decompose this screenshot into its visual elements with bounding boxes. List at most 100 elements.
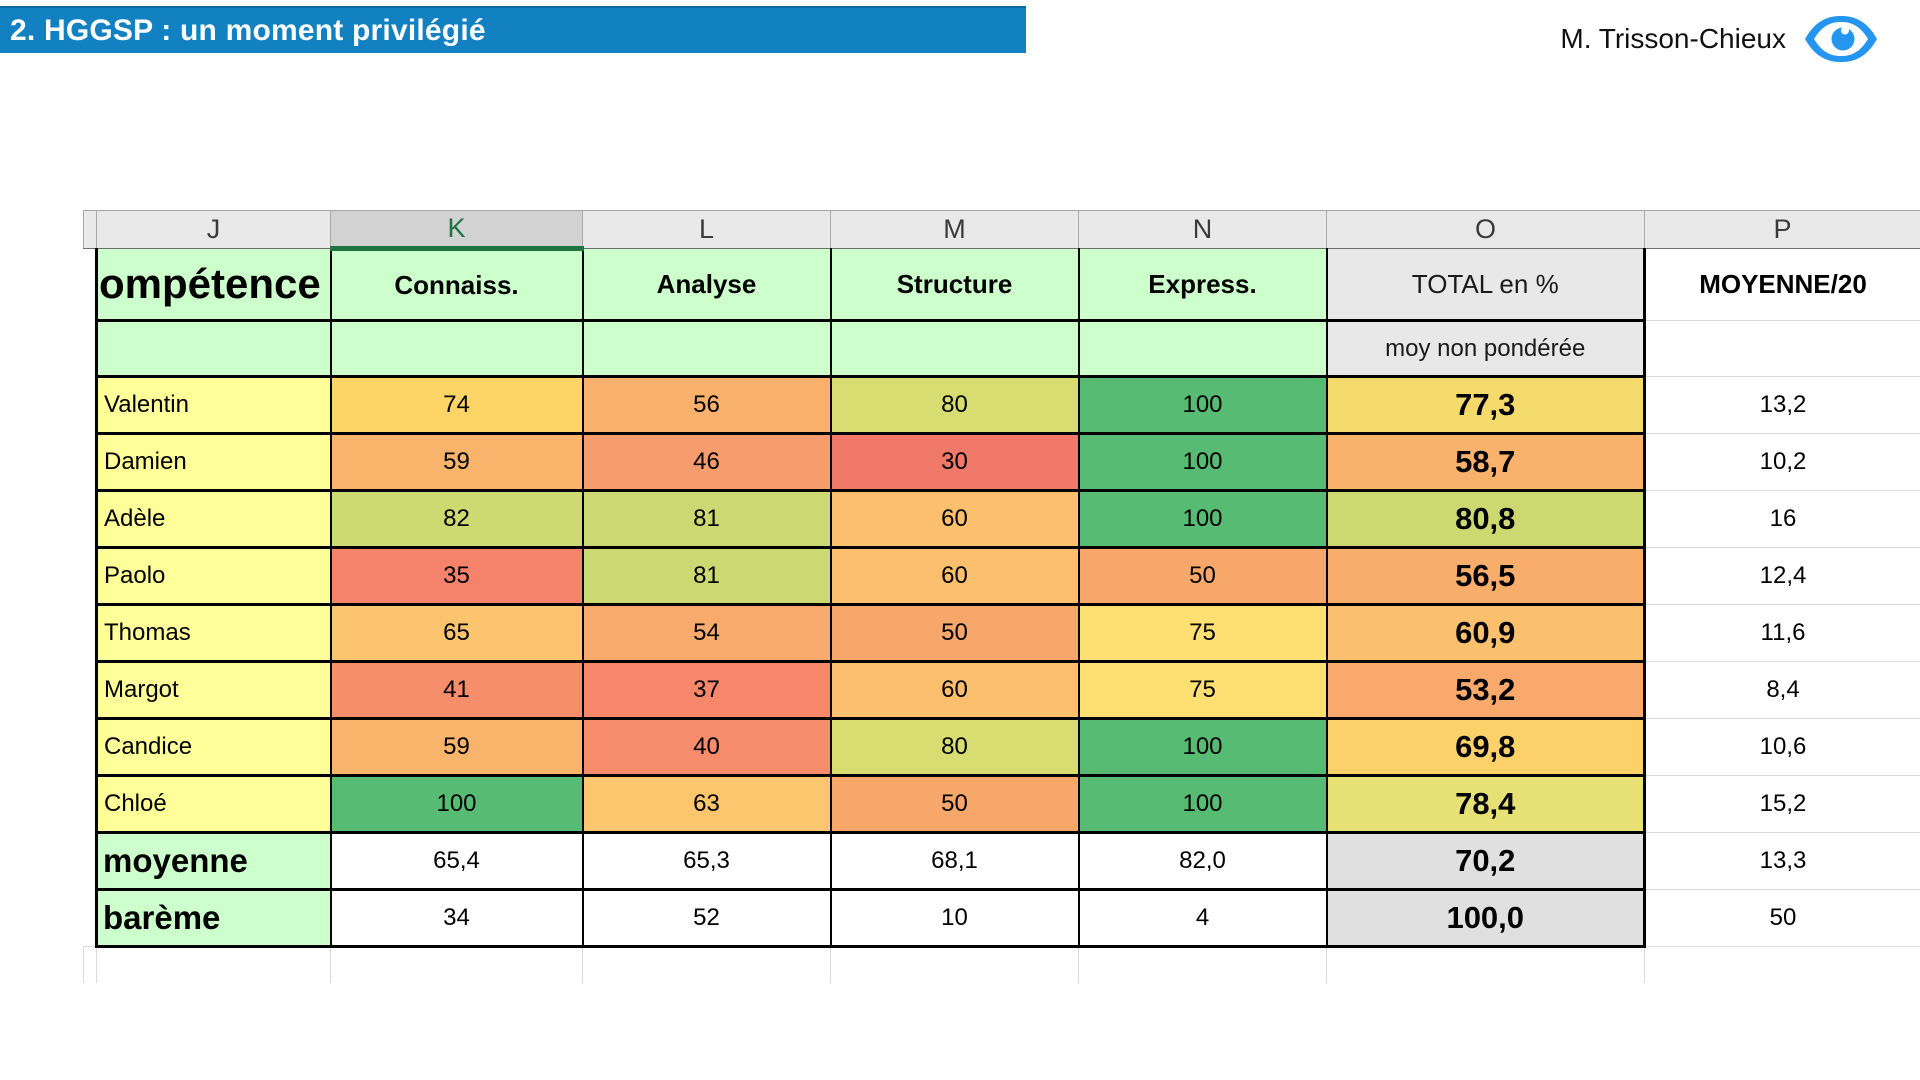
empty-grid-cell	[582, 946, 831, 983]
score-cell[interactable]: 100	[1077, 489, 1328, 549]
student-name-cell[interactable]: Damien	[95, 432, 332, 492]
score-cell[interactable]: 59	[329, 717, 584, 777]
sliver-cell	[83, 547, 97, 605]
score-cell[interactable]: 100	[1077, 375, 1328, 435]
summary-average-cell[interactable]: 50	[1644, 889, 1920, 947]
student-name-cell[interactable]: Candice	[95, 717, 332, 777]
slide-title: 2. HGGSP : un moment privilégié	[10, 13, 486, 47]
average-header-cell[interactable]: MOYENNE/20	[1644, 248, 1920, 321]
score-cell[interactable]: 60	[829, 660, 1080, 720]
total-cell[interactable]: 78,4	[1325, 774, 1646, 834]
score-cell[interactable]: 46	[581, 432, 832, 492]
score-cell[interactable]: 50	[829, 603, 1080, 663]
empty-green-cell[interactable]	[95, 319, 332, 378]
column-letter-cell-o[interactable]: O	[1326, 210, 1645, 249]
total-header-cell[interactable]: TOTAL en %	[1325, 248, 1646, 322]
empty-green-cell[interactable]	[581, 319, 832, 378]
score-cell[interactable]: 50	[1077, 546, 1328, 606]
score-cell[interactable]: 100	[329, 774, 584, 834]
summary-score-cell[interactable]: 68,1	[829, 831, 1080, 891]
score-cell[interactable]: 35	[329, 546, 584, 606]
score-cell[interactable]: 80	[829, 375, 1080, 435]
total-cell[interactable]: 80,8	[1325, 489, 1646, 549]
skill-header-cell[interactable]: Express.	[1077, 248, 1328, 322]
average-cell[interactable]: 15,2	[1644, 775, 1920, 833]
score-cell[interactable]: 81	[581, 546, 832, 606]
empty-green-cell[interactable]	[1077, 319, 1328, 378]
column-letter-cell-j[interactable]: J	[96, 210, 331, 249]
score-cell[interactable]: 81	[581, 489, 832, 549]
summary-score-cell[interactable]: 82,0	[1077, 831, 1328, 891]
total-cell[interactable]: 56,5	[1325, 546, 1646, 606]
summary-score-cell[interactable]: 10	[829, 888, 1080, 948]
score-cell[interactable]: 82	[329, 489, 584, 549]
student-name-cell[interactable]: Adèle	[95, 489, 332, 549]
column-letter-cell-n[interactable]: N	[1078, 210, 1327, 249]
total-cell[interactable]: 53,2	[1325, 660, 1646, 720]
student-name-cell[interactable]: Paolo	[95, 546, 332, 606]
summary-label-cell[interactable]: barème	[95, 888, 332, 948]
sliver-cell	[83, 376, 97, 434]
summary-total-cell[interactable]: 100,0	[1325, 888, 1646, 948]
summary-score-cell[interactable]: 34	[329, 888, 584, 948]
total-cell[interactable]: 69,8	[1325, 717, 1646, 777]
score-cell[interactable]: 54	[581, 603, 832, 663]
author-block: M. Trisson-Chieux	[1560, 12, 1880, 66]
column-letter-cell-l[interactable]: L	[582, 210, 831, 249]
column-letter-cell-k[interactable]: K	[330, 210, 583, 251]
score-cell[interactable]: 56	[581, 375, 832, 435]
total-cell[interactable]: 60,9	[1325, 603, 1646, 663]
skill-header-cell[interactable]: Analyse	[581, 248, 832, 322]
total-subheader-cell[interactable]: moy non pondérée	[1325, 319, 1646, 378]
competences-header-cell[interactable]: ompétence	[95, 248, 332, 322]
total-cell[interactable]: 58,7	[1325, 432, 1646, 492]
score-cell[interactable]: 75	[1077, 660, 1328, 720]
score-cell[interactable]: 30	[829, 432, 1080, 492]
score-cell[interactable]: 65	[329, 603, 584, 663]
average-cell[interactable]: 16	[1644, 490, 1920, 548]
score-cell[interactable]: 74	[329, 375, 584, 435]
score-cell[interactable]: 100	[1077, 774, 1328, 834]
score-cell[interactable]: 100	[1077, 717, 1328, 777]
summary-score-cell[interactable]: 65,3	[581, 831, 832, 891]
student-row: Valentin 74 56 80 100 77,3 13,2	[83, 375, 1920, 435]
student-name-cell[interactable]: Thomas	[95, 603, 332, 663]
score-cell[interactable]: 63	[581, 774, 832, 834]
empty-green-cell[interactable]	[829, 319, 1080, 378]
average-cell[interactable]: 10,2	[1644, 433, 1920, 491]
empty-average-cell[interactable]	[1644, 320, 1920, 377]
summary-score-cell[interactable]: 65,4	[329, 831, 584, 891]
score-cell[interactable]: 37	[581, 660, 832, 720]
student-row: Paolo 35 81 60 50 56,5 12,4	[83, 546, 1920, 606]
total-cell[interactable]: 77,3	[1325, 375, 1646, 435]
summary-score-cell[interactable]: 4	[1077, 888, 1328, 948]
average-cell[interactable]: 10,6	[1644, 718, 1920, 776]
score-cell[interactable]: 75	[1077, 603, 1328, 663]
average-cell[interactable]: 8,4	[1644, 661, 1920, 719]
score-cell[interactable]: 100	[1077, 432, 1328, 492]
score-cell[interactable]: 59	[329, 432, 584, 492]
score-cell[interactable]: 50	[829, 774, 1080, 834]
average-cell[interactable]: 12,4	[1644, 547, 1920, 605]
score-cell[interactable]: 41	[329, 660, 584, 720]
sliver-cell	[83, 889, 97, 947]
average-cell[interactable]: 11,6	[1644, 604, 1920, 662]
summary-total-cell[interactable]: 70,2	[1325, 831, 1646, 891]
summary-average-cell[interactable]: 13,3	[1644, 832, 1920, 890]
empty-green-cell[interactable]	[329, 319, 584, 378]
score-cell[interactable]: 60	[829, 489, 1080, 549]
summary-label-cell[interactable]: moyenne	[95, 831, 332, 891]
score-cell[interactable]: 40	[581, 717, 832, 777]
column-letter-cell-m[interactable]: M	[830, 210, 1079, 249]
student-name-cell[interactable]: Margot	[95, 660, 332, 720]
score-cell[interactable]: 80	[829, 717, 1080, 777]
skill-header-cell[interactable]: Connaiss.	[329, 248, 584, 322]
student-name-cell[interactable]: Chloé	[95, 774, 332, 834]
average-cell[interactable]: 13,2	[1644, 376, 1920, 434]
summary-score-cell[interactable]: 52	[581, 888, 832, 948]
student-name-cell[interactable]: Valentin	[95, 375, 332, 435]
column-letter-cell-p[interactable]: P	[1644, 210, 1920, 249]
skill-header-cell[interactable]: Structure	[829, 248, 1080, 322]
sliver-cell	[83, 604, 97, 662]
score-cell[interactable]: 60	[829, 546, 1080, 606]
